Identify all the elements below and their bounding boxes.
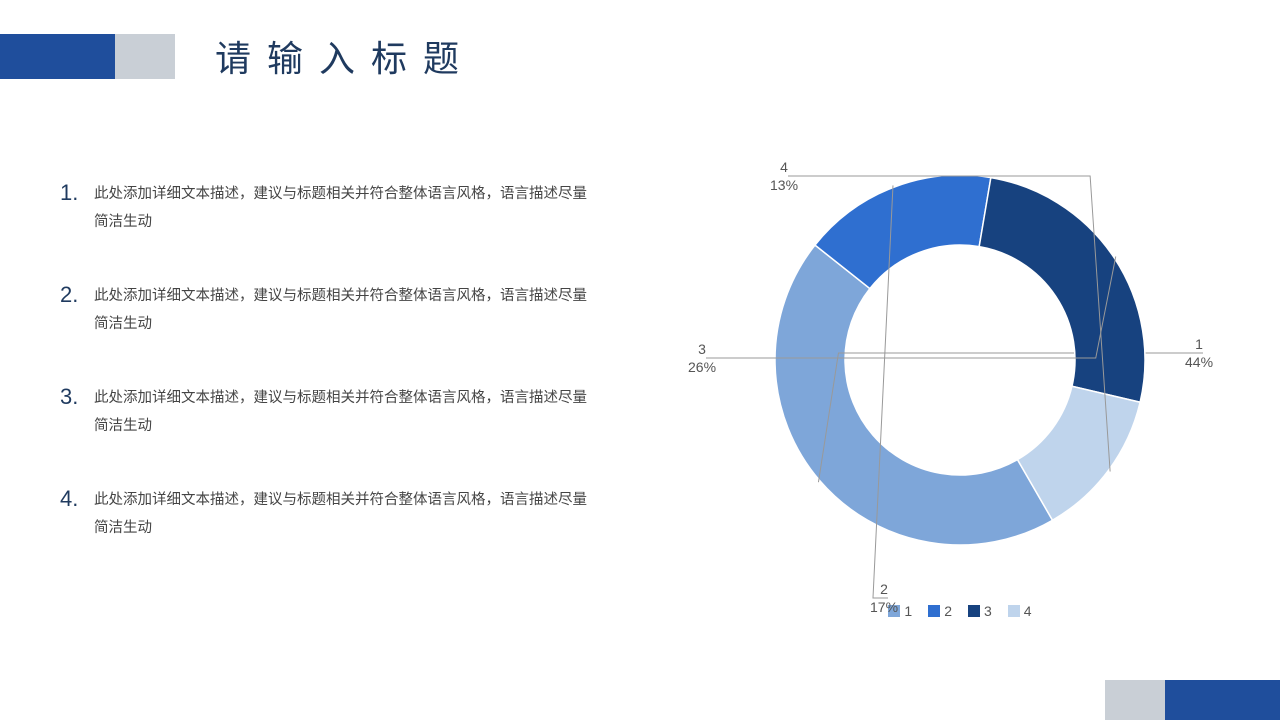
- slice-callout: 326%: [688, 340, 716, 376]
- legend-swatch: [968, 605, 980, 617]
- footer-accent: [1105, 680, 1280, 720]
- header-accent-dark: [0, 34, 115, 79]
- footer-accent-light: [1105, 680, 1165, 720]
- list-item: 2. 此处添加详细文本描述，建议与标题相关并符合整体语言风格，语言描述尽量简洁生…: [60, 282, 600, 338]
- list-item-text: 此处添加详细文本描述，建议与标题相关并符合整体语言风格，语言描述尽量简洁生动: [94, 486, 600, 542]
- legend-item: 2: [928, 603, 952, 619]
- legend-swatch: [928, 605, 940, 617]
- list-item-text: 此处添加详细文本描述，建议与标题相关并符合整体语言风格，语言描述尽量简洁生动: [94, 282, 600, 338]
- header-accent-light: [115, 34, 175, 79]
- chart-legend: 1 2 3 4: [680, 603, 1240, 620]
- legend-item: 4: [1008, 603, 1032, 619]
- legend-label: 4: [1024, 603, 1032, 619]
- donut-slice: [979, 178, 1145, 403]
- list-item-text: 此处添加详细文本描述，建议与标题相关并符合整体语言风格，语言描述尽量简洁生动: [94, 384, 600, 440]
- slice-callout: 413%: [770, 158, 798, 194]
- list-item-number: 1.: [60, 180, 94, 236]
- list-item: 4. 此处添加详细文本描述，建议与标题相关并符合整体语言风格，语言描述尽量简洁生…: [60, 486, 600, 542]
- legend-label: 2: [944, 603, 952, 619]
- slice-callout: 144%: [1185, 335, 1213, 371]
- donut-svg: [680, 140, 1240, 620]
- page-title: 请输入标题: [215, 30, 475, 82]
- bullet-list: 1. 此处添加详细文本描述，建议与标题相关并符合整体语言风格，语言描述尽量简洁生…: [60, 180, 600, 588]
- list-item-text: 此处添加详细文本描述，建议与标题相关并符合整体语言风格，语言描述尽量简洁生动: [94, 180, 600, 236]
- donut-chart: 1 2 3 4 144% 217% 326% 413%: [680, 140, 1240, 620]
- list-item-number: 3.: [60, 384, 94, 440]
- list-item-number: 4.: [60, 486, 94, 542]
- slice-callout: 217%: [870, 580, 898, 616]
- list-item-number: 2.: [60, 282, 94, 338]
- legend-swatch: [1008, 605, 1020, 617]
- legend-label: 1: [904, 603, 912, 619]
- donut-slice: [775, 245, 1053, 545]
- list-item: 1. 此处添加详细文本描述，建议与标题相关并符合整体语言风格，语言描述尽量简洁生…: [60, 180, 600, 236]
- list-item: 3. 此处添加详细文本描述，建议与标题相关并符合整体语言风格，语言描述尽量简洁生…: [60, 384, 600, 440]
- legend-label: 3: [984, 603, 992, 619]
- legend-item: 3: [968, 603, 992, 619]
- header: 请输入标题: [0, 30, 475, 82]
- footer-accent-dark: [1165, 680, 1280, 720]
